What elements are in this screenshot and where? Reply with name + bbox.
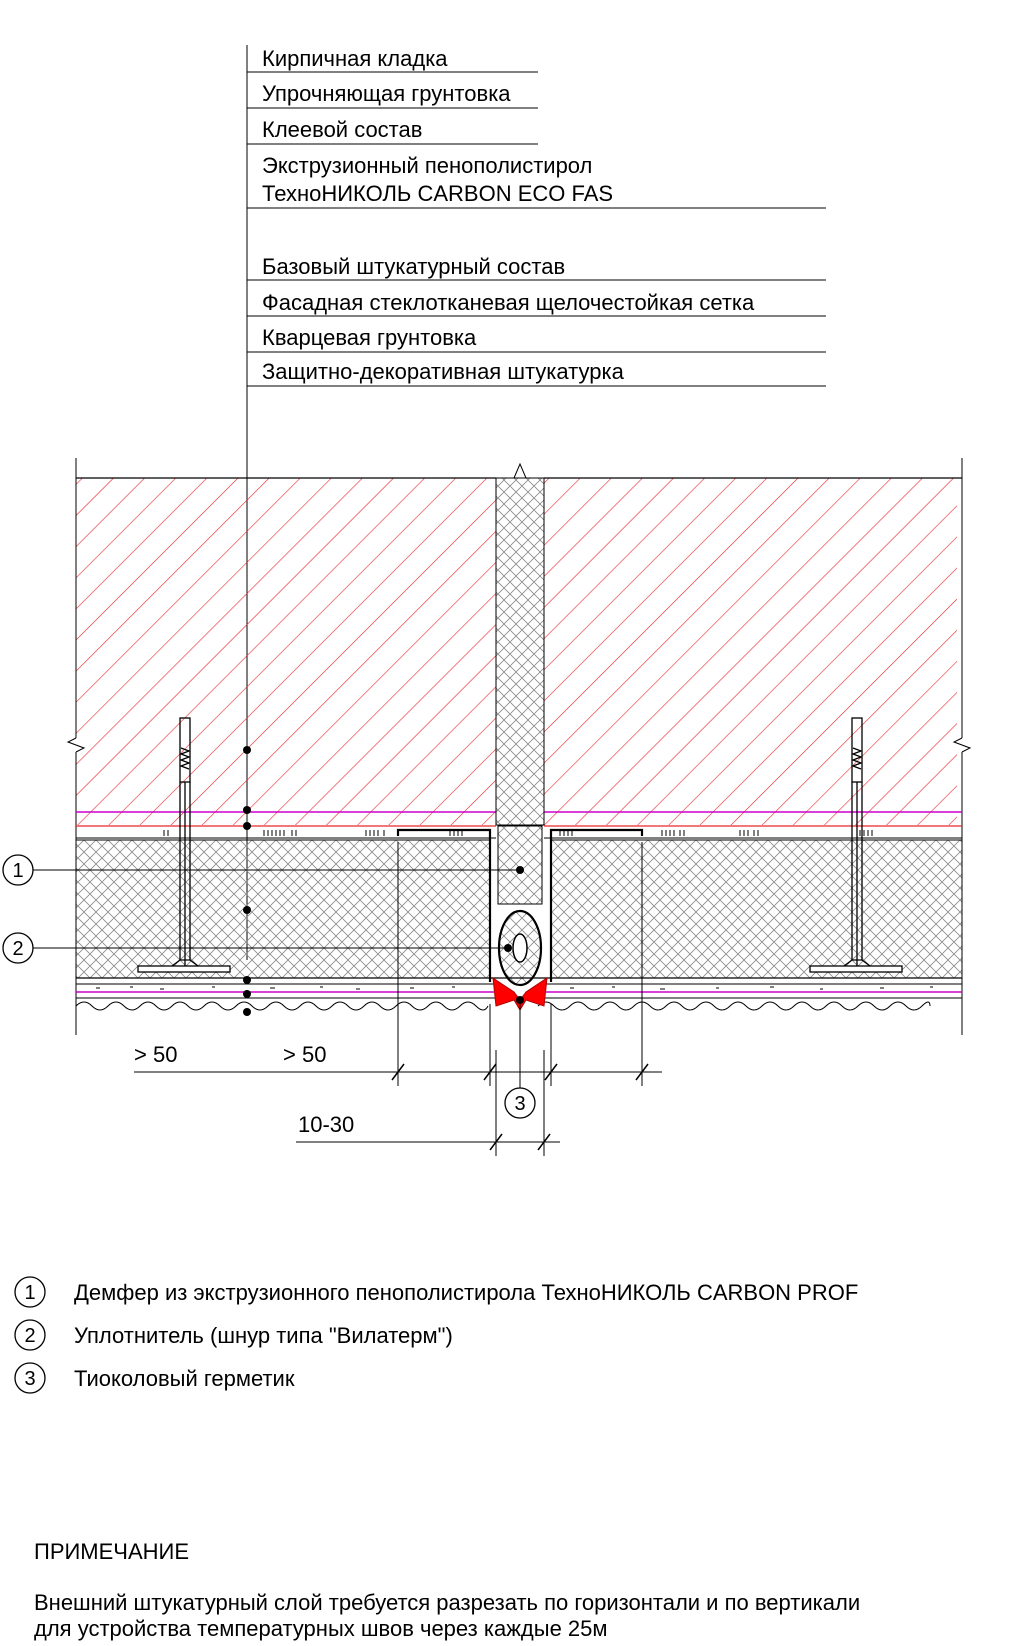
layer-label-base-plaster: Базовый штукатурный состав bbox=[262, 254, 565, 279]
layer-label-decorative-plaster: Защитно-декоративная штукатурка bbox=[262, 359, 625, 384]
note-line-1: Внешний штукатурный слой требуется разре… bbox=[34, 1590, 860, 1615]
layer-label-xps-1: Экструзионный пенополистирол bbox=[262, 153, 592, 178]
dimension-left-b: > 50 bbox=[283, 1042, 326, 1067]
brick-left bbox=[76, 478, 496, 825]
svg-text:Тиоколовый герметик: Тиоколовый герметик bbox=[74, 1366, 295, 1391]
layer-label-mesh: Фасадная стеклотканевая щелочестойкая се… bbox=[262, 290, 755, 315]
note-title: ПРИМЕЧАНИЕ bbox=[34, 1539, 189, 1564]
xps-right bbox=[551, 840, 962, 978]
svg-text:1: 1 bbox=[12, 860, 23, 882]
svg-text:Уплотнитель (шнур типа "Вилате: Уплотнитель (шнур типа "Вилатерм") bbox=[74, 1323, 453, 1348]
svg-text:2: 2 bbox=[12, 938, 23, 960]
dimension-left-a: > 50 bbox=[134, 1042, 177, 1067]
note-line-2: для устройства температурных швов через … bbox=[34, 1616, 608, 1641]
svg-text:3: 3 bbox=[24, 1368, 35, 1390]
brick-right bbox=[544, 478, 957, 825]
legend-item-2: 2 Уплотнитель (шнур типа "Вилатерм") bbox=[15, 1320, 453, 1350]
legend-item-1: 1 Демфер из экструзионного пенополистиро… bbox=[15, 1277, 858, 1307]
callout-3: 3 bbox=[505, 996, 535, 1118]
dimension-gap: 10-30 bbox=[298, 1112, 354, 1137]
svg-text:2: 2 bbox=[24, 1325, 35, 1347]
layer-label-quartz-primer: Кварцевая грунтовка bbox=[262, 325, 477, 350]
layer-label-xps-2: ТехноНИКОЛЬ CARBON ECO FAS bbox=[262, 181, 613, 206]
layer-label-brick: Кирпичная кладка bbox=[262, 46, 448, 71]
svg-text:Демфер из экструзионного пеноп: Демфер из экструзионного пенополистирола… bbox=[74, 1280, 858, 1305]
layer-label-adhesive: Клеевой состав bbox=[262, 117, 422, 142]
damper-in-brick bbox=[496, 478, 544, 825]
xps-left bbox=[76, 840, 490, 978]
damper-in-insulation bbox=[498, 826, 542, 904]
layer-label-primer: Упрочняющая грунтовка bbox=[262, 81, 511, 106]
legend: 1 Демфер из экструзионного пенополистиро… bbox=[15, 1277, 858, 1393]
legend-item-3: 3 Тиоколовый герметик bbox=[15, 1363, 295, 1393]
svg-text:3: 3 bbox=[514, 1093, 525, 1115]
svg-text:1: 1 bbox=[24, 1282, 35, 1304]
